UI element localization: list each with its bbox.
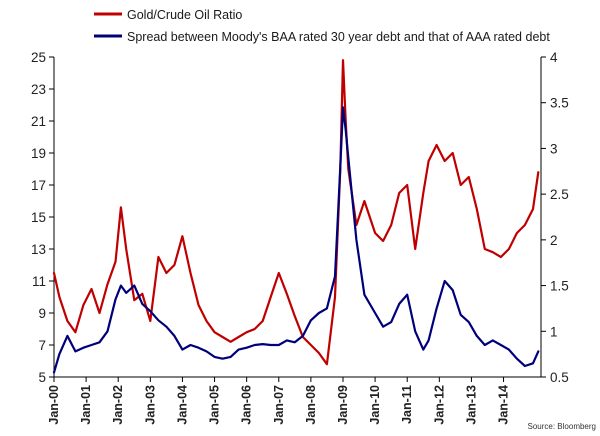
- x-tick-label: Jan-10: [368, 385, 382, 425]
- x-tick-label: Jan-07: [272, 385, 286, 425]
- legend: Gold/Crude Oil Ratio Spread between Mood…: [94, 8, 550, 44]
- x-tick-label: Jan-02: [111, 385, 125, 425]
- right-tick-label: 1: [550, 324, 558, 339]
- right-tick-label: 1.5: [550, 279, 569, 294]
- left-tick-label: 9: [38, 306, 46, 321]
- left-tick-label: 15: [31, 210, 46, 225]
- left-tick-label: 13: [31, 242, 46, 257]
- legend-label-gold-crude: Gold/Crude Oil Ratio: [127, 8, 242, 22]
- left-tick-label: 19: [31, 146, 46, 161]
- series-line-baa-aaa-spread: [52, 106, 540, 374]
- x-tick-label: Jan-05: [208, 385, 222, 425]
- right-tick-label: 0.5: [550, 370, 569, 385]
- right-tick-label: 4: [550, 50, 558, 65]
- source-note: Source: Bloomberg: [528, 422, 596, 431]
- legend-label-baa-aaa-spread: Spread between Moody's BAA rated 30 year…: [127, 30, 550, 44]
- left-tick-label: 7: [38, 338, 46, 353]
- right-tick-label: 3.5: [550, 96, 569, 111]
- x-tick-label: Jan-11: [400, 385, 414, 424]
- right-tick-label: 2.5: [550, 187, 569, 202]
- x-ticks: Jan-00 Jan-01 Jan-02 Jan-03 Jan-04 Jan-05 Jan-…: [47, 377, 511, 425]
- x-tick-label: Jan-00: [47, 385, 61, 425]
- left-tick-label: 21: [31, 114, 46, 129]
- right-tick-label: 2: [550, 233, 558, 248]
- x-tick-label: Jan-13: [464, 385, 478, 425]
- left-tick-label: 23: [31, 82, 46, 97]
- x-tick-label: Jan-09: [336, 385, 350, 425]
- series-layer: [52, 59, 540, 374]
- x-tick-label: Jan-12: [432, 385, 446, 425]
- x-tick-label: Jan-14: [497, 385, 511, 425]
- right-y-ticks: 0.5 1 1.5 2 2.5 3 3.5 4: [541, 50, 569, 385]
- x-tick-label: Jan-04: [175, 385, 189, 425]
- left-y-ticks: 5 7 9 11 13 15 17 19 21 23 25: [31, 50, 54, 385]
- left-tick-label: 17: [31, 178, 46, 193]
- left-tick-label: 25: [31, 50, 46, 65]
- x-tick-label: Jan-03: [143, 385, 157, 425]
- right-tick-label: 3: [550, 141, 558, 156]
- left-tick-label: 5: [38, 370, 46, 385]
- left-tick-label: 11: [32, 274, 46, 289]
- x-tick-label: Jan-01: [79, 385, 93, 425]
- x-tick-label: Jan-06: [240, 385, 254, 425]
- x-tick-label: Jan-08: [304, 385, 318, 425]
